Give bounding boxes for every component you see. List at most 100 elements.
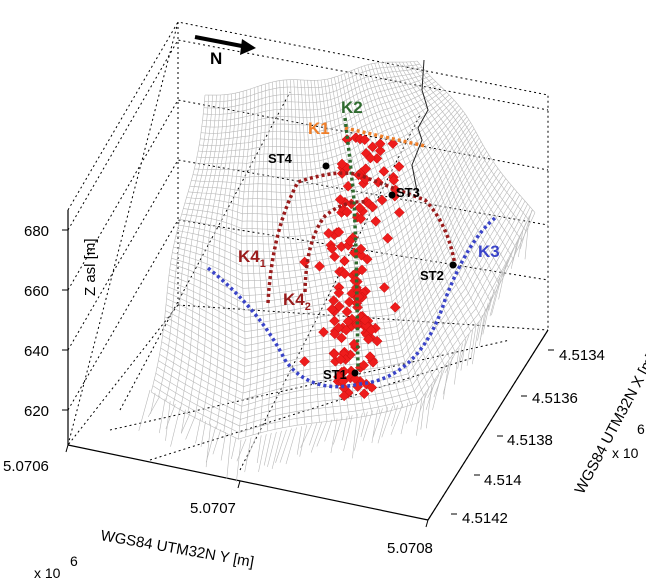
x-exponent-power: 6 [637,421,645,437]
event-marker [336,332,347,344]
mesh-line [342,416,348,441]
mesh-line [510,240,518,269]
mesh-line [485,284,498,313]
event-marker [393,161,405,172]
mesh-line [152,209,533,433]
mesh-line [524,216,530,260]
mesh-line [343,415,353,451]
event-marker [389,301,401,313]
mesh-line [138,389,151,431]
event-marker [328,295,339,306]
north-arrow: N [194,35,256,68]
event-marker [342,316,354,327]
mesh-line [244,437,252,473]
mesh-line [491,271,504,316]
z-tick-620: 620 [24,403,49,420]
k3-trace [206,216,497,389]
mesh-line [472,320,480,365]
x-tick-4.5134: 4.5134 [559,347,605,364]
mesh-line [256,435,262,464]
axes [67,210,549,521]
mesh-line [150,392,156,414]
mesh-line [159,194,520,401]
event-marker [367,201,378,213]
k4-1-trace [266,171,457,304]
k4-2-trace [303,200,366,293]
x-exponent: x 10 [612,445,639,461]
mesh-line [391,404,399,427]
event-marker [358,388,370,400]
mesh-line [189,102,457,194]
event-marker [339,255,350,267]
mesh-line [372,408,383,438]
zone-k1-label: K1 [308,119,330,138]
mesh-line [390,403,404,435]
station-st4-label: ST4 [268,151,293,166]
event-marker [376,194,388,206]
mesh-line [199,83,439,147]
event-marker [349,275,361,286]
mesh-line [400,402,409,435]
mesh-line [231,437,237,460]
mesh-line [299,425,307,457]
mesh-line [172,95,217,406]
y-tick-5.0706: 5.0706 [3,458,49,475]
mesh-line [155,203,528,420]
mesh-line [204,60,418,96]
mesh-line [205,426,216,463]
station-st1-label: ST1 [323,367,347,382]
event-marker [370,215,382,227]
event-marker [343,296,355,308]
mesh-line [433,365,446,398]
event-marker [374,145,386,157]
mesh-line [187,94,225,414]
mesh-line [220,432,227,461]
mesh-line [477,315,483,341]
mesh-line [181,409,186,434]
seismic-events [299,132,405,402]
mesh-line [203,66,423,109]
mesh-line [442,356,453,395]
event-marker [341,306,353,318]
event-marker [374,138,386,150]
event-marker [344,235,356,247]
event-marker [367,141,378,153]
mesh-line [192,97,452,179]
mesh-line [263,432,272,466]
mesh-line [172,137,480,282]
mesh-line [154,206,531,427]
station-st3-label: ST3 [396,185,420,200]
mesh-line [466,329,473,366]
event-marker [387,138,399,149]
fracture-traces [206,117,497,389]
mesh-line [444,352,456,374]
mesh-line [271,430,282,469]
event-marker [326,243,338,254]
mesh-line [183,113,466,223]
event-marker [341,206,353,218]
mesh-line [226,434,232,479]
x-tick-4.5142: 4.5142 [462,510,508,527]
event-marker [333,301,345,312]
event-marker [366,382,378,393]
bounding-box [67,21,549,521]
mesh-line [470,325,477,359]
event-marker [329,328,341,340]
x-tick-4.5138: 4.5138 [507,432,553,449]
mesh-line [333,417,343,445]
k1-trace [344,126,426,148]
mesh-line [516,222,527,246]
mesh-line [503,246,515,274]
mesh-line [200,78,433,134]
zone-k4-1-label: K41 [238,247,266,270]
zone-k2-label: K2 [341,98,363,117]
mesh-line [432,370,443,411]
zone-labels: K2 K1 K3 K41 K42 [238,98,500,313]
y-exponent: x 10 [34,565,61,581]
mesh-line [191,99,455,186]
mesh-line [165,401,171,441]
mesh-line [212,429,222,455]
mesh-line [519,209,533,250]
station-st2-label: ST2 [420,268,444,283]
